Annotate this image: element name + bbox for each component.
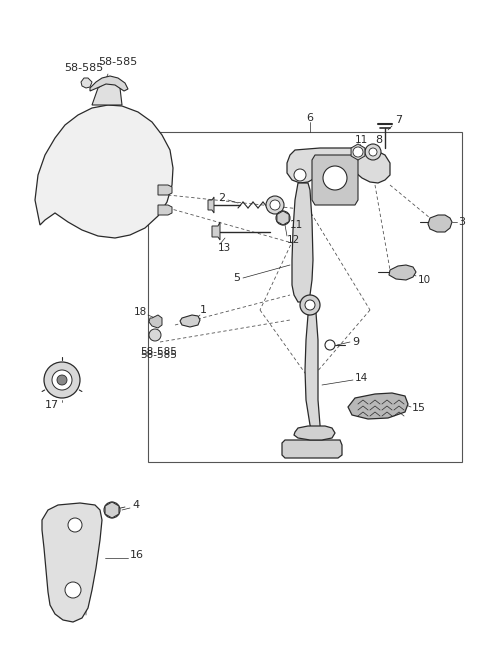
Circle shape (294, 169, 306, 181)
Text: 14: 14 (355, 373, 368, 383)
Text: 2: 2 (218, 193, 225, 203)
Polygon shape (287, 148, 390, 183)
Polygon shape (348, 393, 408, 419)
Polygon shape (158, 185, 172, 195)
Polygon shape (180, 315, 200, 327)
Text: 1: 1 (200, 305, 207, 315)
Text: 17: 17 (45, 400, 59, 410)
Circle shape (323, 166, 347, 190)
Text: 58-585: 58-585 (98, 57, 137, 67)
Circle shape (270, 200, 280, 210)
Polygon shape (158, 205, 172, 215)
Circle shape (149, 329, 161, 341)
Text: 4: 4 (132, 500, 139, 510)
Polygon shape (294, 426, 335, 440)
Polygon shape (92, 83, 122, 105)
Polygon shape (81, 78, 92, 88)
Bar (148, 132, 462, 462)
Polygon shape (212, 222, 220, 240)
Polygon shape (149, 315, 162, 328)
Circle shape (305, 300, 315, 310)
Circle shape (104, 502, 120, 518)
Text: 3: 3 (458, 217, 465, 227)
Text: 8: 8 (375, 135, 382, 145)
Polygon shape (282, 440, 342, 458)
Polygon shape (305, 313, 325, 442)
Circle shape (57, 375, 67, 385)
Text: 6: 6 (307, 113, 313, 123)
Polygon shape (312, 155, 358, 205)
Text: 13: 13 (218, 243, 231, 253)
Text: 9: 9 (352, 337, 359, 347)
Circle shape (65, 582, 81, 598)
Circle shape (276, 211, 290, 225)
Circle shape (300, 295, 320, 315)
Text: 16: 16 (130, 550, 144, 560)
Text: 18: 18 (134, 307, 147, 317)
Polygon shape (389, 265, 416, 280)
Polygon shape (428, 215, 452, 232)
Text: 15: 15 (412, 403, 426, 413)
Text: 58-585: 58-585 (140, 347, 177, 357)
Polygon shape (35, 105, 173, 238)
Circle shape (369, 148, 377, 156)
Polygon shape (277, 211, 289, 225)
Polygon shape (208, 197, 214, 213)
Polygon shape (292, 183, 313, 302)
Circle shape (353, 147, 363, 157)
Text: 58-585: 58-585 (64, 63, 104, 73)
Polygon shape (105, 502, 119, 518)
Text: 7: 7 (395, 115, 402, 125)
Text: 58-585: 58-585 (140, 350, 177, 360)
Circle shape (44, 362, 80, 398)
Text: 10: 10 (418, 275, 431, 285)
Text: 11: 11 (355, 135, 368, 145)
Text: 12: 12 (287, 235, 300, 245)
Circle shape (365, 144, 381, 160)
Circle shape (266, 196, 284, 214)
Circle shape (68, 518, 82, 532)
Text: 11: 11 (290, 220, 303, 230)
Circle shape (52, 370, 72, 390)
Polygon shape (90, 76, 128, 91)
Polygon shape (42, 503, 102, 622)
Polygon shape (351, 144, 365, 160)
Circle shape (325, 340, 335, 350)
Text: 5: 5 (233, 273, 240, 283)
